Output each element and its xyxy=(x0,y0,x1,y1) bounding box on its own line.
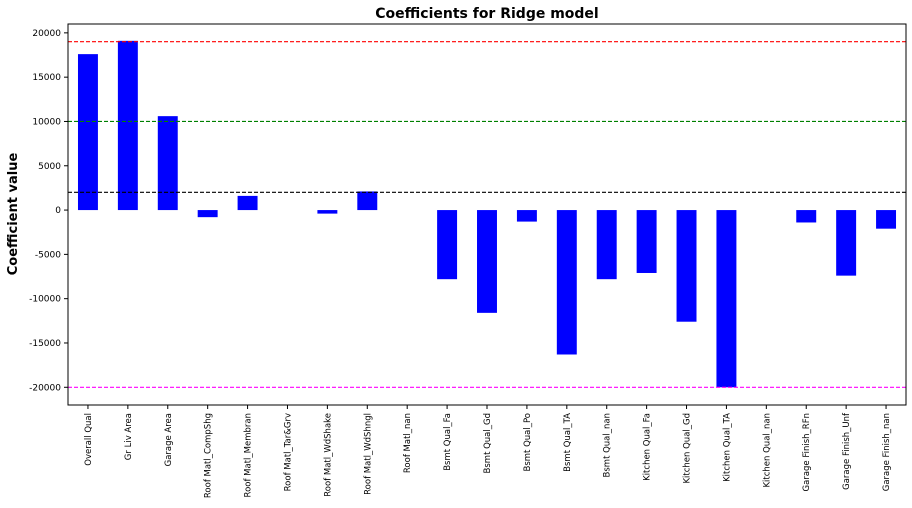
bar-15 xyxy=(676,210,697,322)
bar-9 xyxy=(437,210,458,280)
bar-19 xyxy=(836,210,857,276)
x-tick-label-10: Bsmt Qual_Gd xyxy=(483,413,493,473)
plot-area: 20000 15000 10000 5000 0 -5000 -10000 -15000 -20… xyxy=(29,23,907,498)
x-tick-label-11: Bsmt Qual_Po xyxy=(523,413,533,472)
y-tick-label-3: 5000 xyxy=(38,162,61,172)
bar-0 xyxy=(77,54,98,211)
bar-3 xyxy=(197,210,218,218)
bar-20 xyxy=(876,210,897,229)
x-tick-label-17: Kitchen Qual_nan xyxy=(762,413,772,488)
x-tick-label-1: Gr Liv Area xyxy=(124,413,134,460)
x-tick-label-7: Roof Matl_WdShngl xyxy=(363,413,373,495)
y-tick-label-0: 20000 xyxy=(32,29,61,39)
bar-7 xyxy=(357,191,378,211)
x-tick-label-5: Roof Matl_Tar&Grv xyxy=(283,413,293,491)
bar-10 xyxy=(477,210,497,313)
x-tick-label-16: Kitchen Qual_TA xyxy=(722,413,732,482)
x-tick-label-18: Garage Finish_RFn xyxy=(802,413,812,491)
y-axis-label: Coefficient value xyxy=(6,153,21,276)
bar-12 xyxy=(556,210,577,355)
x-tick-label-3: Roof Matl_CompShg xyxy=(204,413,214,498)
x-tick-label-8: Roof Matl_nan xyxy=(403,413,413,473)
x-tick-label-13: Bsmt Qual_nan xyxy=(603,413,613,477)
x-tick-label-12: Bsmt Qual_TA xyxy=(563,413,573,472)
bar-6 xyxy=(317,210,338,214)
bar-1 xyxy=(117,40,138,211)
y-tick-label-8: -20000 xyxy=(29,383,61,393)
x-tick-label-20: Garage Finish_nan xyxy=(882,413,892,491)
bar-11 xyxy=(516,210,537,222)
x-tick-label-6: Roof Matl_WdShake xyxy=(323,413,333,497)
x-tick-label-9: Bsmt Qual_Fa xyxy=(443,413,453,471)
y-tick-label-7: -15000 xyxy=(29,339,61,349)
y-tick-label-4: 0 xyxy=(55,206,61,216)
y-tick-label-2: 10000 xyxy=(32,117,61,127)
x-tick-label-19: Garage Finish_Unf xyxy=(842,412,852,490)
x-tick-label-0: Overall Qual xyxy=(84,413,94,466)
bar-16 xyxy=(716,210,737,388)
chart-title: Coefficients for Ridge model xyxy=(375,6,598,22)
bar-2 xyxy=(157,116,178,211)
bar-18 xyxy=(796,210,817,223)
bar-4 xyxy=(237,195,258,211)
x-tick-label-4: Roof Matl_Membran xyxy=(244,413,254,497)
x-tick-label-15: Kitchen Qual_Gd xyxy=(683,413,693,484)
y-tick-label-5: -5000 xyxy=(35,250,61,260)
x-tick-label-14: Kitchen Qual_Fa xyxy=(643,413,653,481)
bar-13 xyxy=(596,210,617,280)
x-tick-label-2: Garage Area xyxy=(164,413,174,466)
y-tick-label-1: 15000 xyxy=(32,73,61,83)
y-tick-label-6: -10000 xyxy=(29,295,61,305)
bar-14 xyxy=(636,210,657,273)
